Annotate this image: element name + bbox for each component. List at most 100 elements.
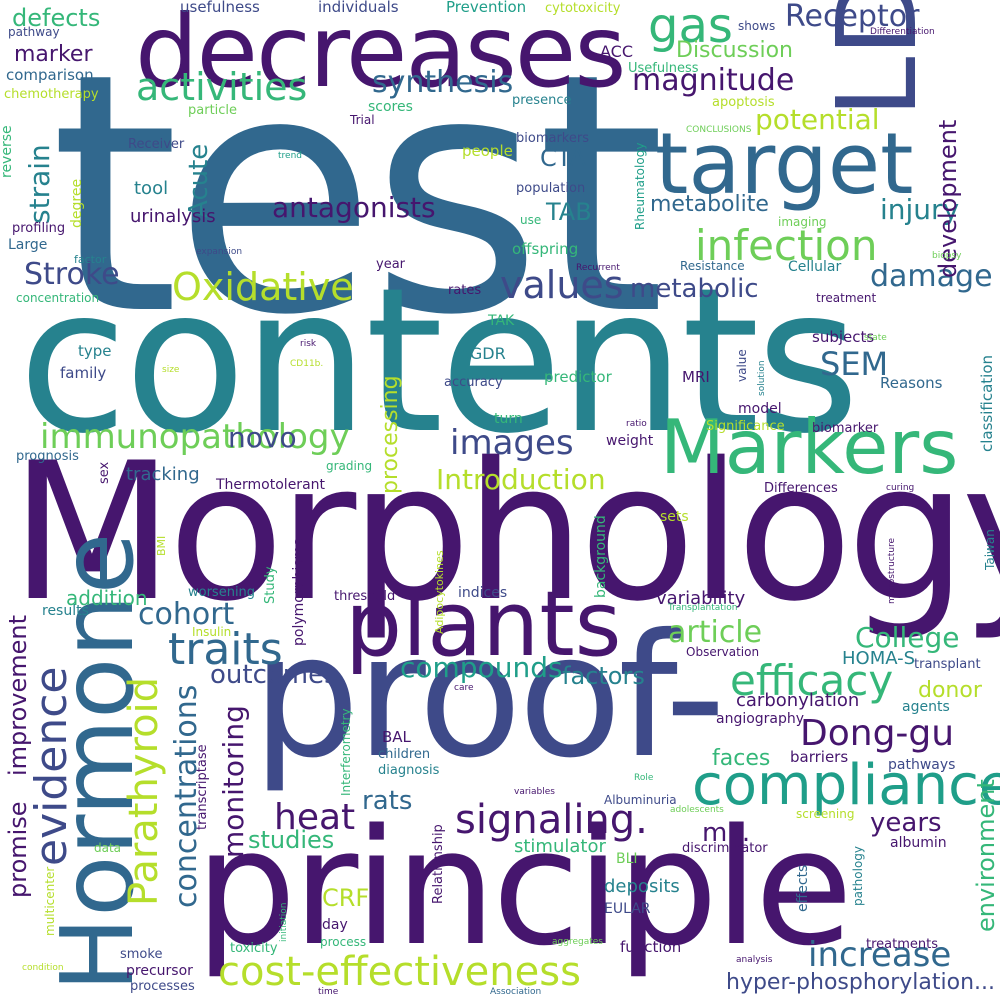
word-risk: risk [300,339,317,349]
word-carbonylation: carbonylation [736,690,860,711]
word-smoke: smoke [120,947,163,962]
word-images: images [450,423,574,463]
word-parathyroid: Parathyroid [121,676,167,906]
word-expansion: expansion [196,247,243,257]
word-introduction: Introduction [436,463,606,496]
word-evidence: evidence [26,666,77,866]
word-pathways: pathways [888,757,956,773]
word-compliance: compliance [692,753,1000,818]
word-discriminator: discriminator [682,841,768,856]
word-cellular: Cellular [788,259,842,275]
word-scores: scores [368,99,413,115]
word-college: College [855,621,960,654]
word-accuracy: accuracy [444,375,503,390]
word-antagonists: antagonists [272,191,436,224]
word-treatments: treatments [866,937,938,952]
word-degree: degree [69,178,85,228]
word-care: care [454,683,474,693]
word-monitoring: monitoring [217,705,250,858]
word-classification: classification [978,354,996,452]
word-treatment: treatment [816,291,877,305]
word-cta: CTA [540,144,586,172]
word-reverse: reverse [0,125,15,178]
word-strain: strain [23,144,56,224]
word-mri: MRI [682,368,710,386]
word-apoptosis: apoptosis [712,95,775,110]
word-shows: shows [738,19,776,33]
word-infection: infection [695,221,878,270]
word-albuminuria: Albuminuria [604,793,677,807]
word-immunopathology: immunopathology [40,417,350,457]
word-model: model [738,401,782,417]
word-cohort: cohort [138,597,235,632]
word-deposits: deposits [604,876,680,897]
word-transplant: transplant [914,657,981,672]
word-type: type [78,342,112,360]
word-tracking: tracking [126,464,200,485]
word-significance: Significance [706,419,785,434]
word-principle: principle [195,794,853,981]
word-prognosis: prognosis [16,449,79,464]
word-heat: heat [274,797,356,838]
word-transcriptase: transcriptase [195,744,210,830]
word-synthesis: synthesis [372,65,514,100]
word-biopsy: biopsy [932,251,962,261]
word-stimulator: stimulator [514,836,606,857]
word-state: state [864,333,887,343]
word-resistance: Resistance [680,259,745,273]
word-time: time [318,987,339,997]
word-precursor: precursor [126,963,193,979]
word-results: results [42,603,89,619]
word-bmi: BMI [155,535,168,556]
word-bli: BLI [616,851,638,867]
word-crf: CRF [322,884,370,912]
word-individuals: individuals [318,0,399,16]
word-aggregates: aggregates [552,937,603,947]
word-prevention: Prevention [446,0,527,16]
word-albumin: albumin [890,835,947,851]
word-effects: effects [795,864,811,912]
word-predictor: predictor [544,368,612,386]
word-target: target [655,115,914,214]
word-promise: promise [4,801,32,898]
word-family: family [60,364,107,382]
word-receptor: Receptor [785,0,920,34]
word-differences: Differences [764,481,838,496]
word-egdr: eGDR [460,344,506,363]
word-profiling: profiling [12,221,66,236]
word-toxicity: toxicity [230,941,278,956]
word-signaling: signaling. [455,797,648,843]
word-taiwan: Taiwan [983,529,997,570]
word-processes: processes [130,979,195,994]
word-value: value [735,349,749,382]
word-diagnosis: diagnosis [378,763,440,778]
word-tool: tool [134,178,169,199]
word-people: people [462,142,513,160]
word-grading: grading [326,459,373,473]
word-worsening: worsening [188,585,256,600]
word-acc: ACC [600,42,634,61]
word-population: population [516,181,586,196]
word-usefulness2: Usefulness [628,61,699,76]
word-donor: donor [918,678,982,703]
word-sex: sex [97,461,112,484]
word-threshold: threshold [334,589,396,604]
word-role: Role [634,773,654,783]
word-thermotolerant: Thermotolerant [216,477,326,493]
word-eular: EULAR [604,901,651,917]
word-transplantation: Transplantation [668,603,738,613]
word-indices: indices [458,585,508,601]
word-differentiation: Differentiation [870,27,935,37]
word-addition: addition [66,586,148,610]
word-trial: Trial [350,113,375,127]
word-usefulness: usefulness [180,0,260,16]
word-variability: variability [656,588,746,609]
word-oxidative: Oxidative [172,265,354,309]
word-adipocytokines: Adipocytokines [433,550,446,634]
word-comparison: comparison [6,66,94,84]
word-condition: condition [22,963,64,973]
word-damage: damage [870,259,993,294]
word-biomarker: biomarker [812,421,879,436]
word-analysis: analysis [736,955,773,965]
